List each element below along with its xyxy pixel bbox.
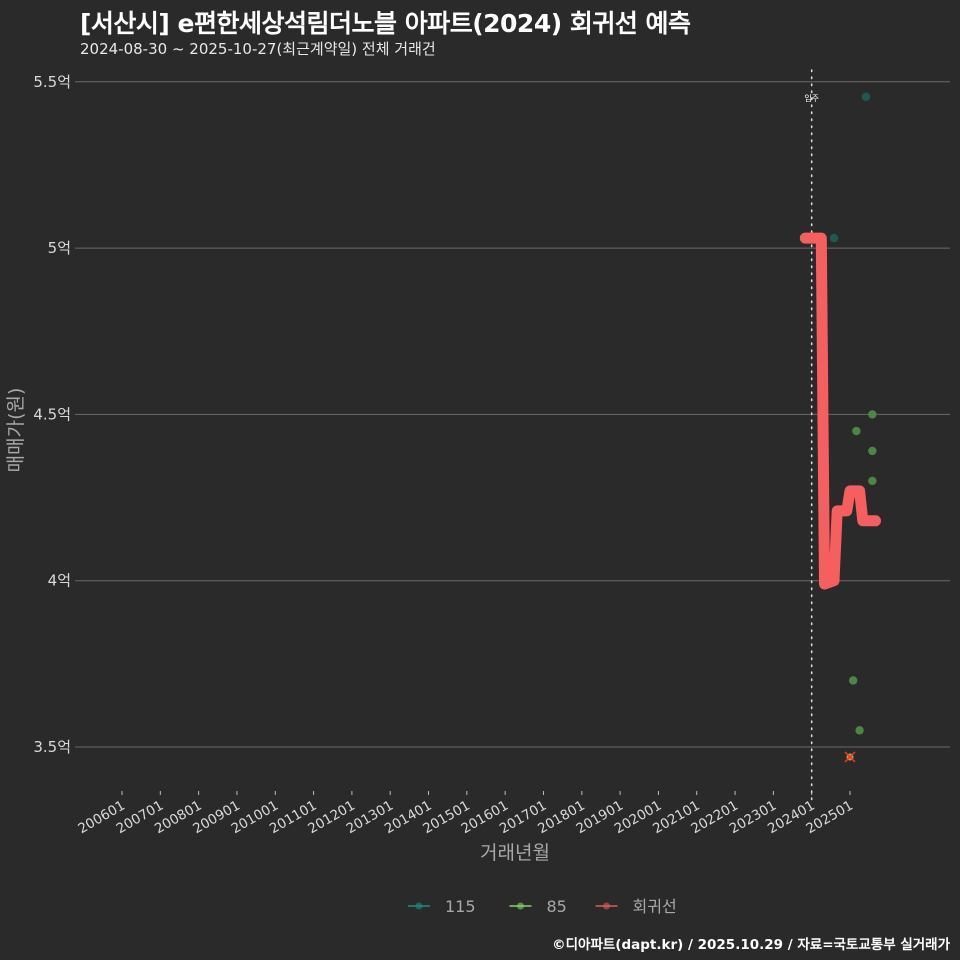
data-point-115 bbox=[861, 92, 871, 101]
legend-key-dot bbox=[415, 902, 423, 910]
y-axis-title: 매매가(원) bbox=[5, 388, 27, 473]
data-point-115 bbox=[829, 233, 839, 243]
data-point-85 bbox=[868, 446, 877, 456]
footer-credit: ©디아파트(dapt.kr) / 2025.10.29 / 자료=국토교통부 실… bbox=[552, 937, 950, 953]
data-series bbox=[799, 92, 881, 763]
y-tick-label: 4.5억 bbox=[33, 405, 71, 423]
data-point-85 bbox=[855, 726, 864, 735]
data-point-85 bbox=[852, 426, 861, 436]
y-tick-label: 5.5억 bbox=[33, 73, 71, 91]
x-axis: 2006012007012008012009012010012011012012… bbox=[75, 791, 856, 837]
chart-title: [서산시] e편한세상석림더노블 아파트(2024) 회귀선 예측 bbox=[80, 9, 691, 38]
chart-subtitle: 2024-08-30 ~ 2025-10-27(최근계약일) 전체 거래건 bbox=[80, 40, 436, 58]
data-point-85 bbox=[868, 410, 877, 419]
legend: 115 85 회귀선 bbox=[408, 897, 677, 916]
legend-key-dot bbox=[603, 902, 610, 910]
regression-line bbox=[799, 232, 881, 590]
y-axis: 3.5억 4억 4.5억 5억 5.5억 bbox=[33, 73, 71, 756]
x-marker-icon bbox=[844, 751, 856, 763]
y-tick-label: 5억 bbox=[48, 239, 71, 257]
data-point-85 bbox=[868, 476, 877, 486]
legend-label: 회귀선 bbox=[633, 897, 677, 916]
y-tick-label: 3.5억 bbox=[33, 738, 71, 756]
move-in-label: 입주 bbox=[804, 94, 819, 103]
x-axis-title: 거래년월 bbox=[480, 842, 550, 864]
legend-key-dot bbox=[517, 902, 524, 910]
gridlines bbox=[75, 81, 950, 748]
legend-label: 115 bbox=[445, 897, 476, 916]
legend-label: 85 bbox=[547, 897, 567, 916]
move-in-annotation: 입주 bbox=[804, 69, 819, 801]
y-tick-label: 4억 bbox=[48, 572, 71, 590]
data-point-85 bbox=[848, 676, 858, 685]
